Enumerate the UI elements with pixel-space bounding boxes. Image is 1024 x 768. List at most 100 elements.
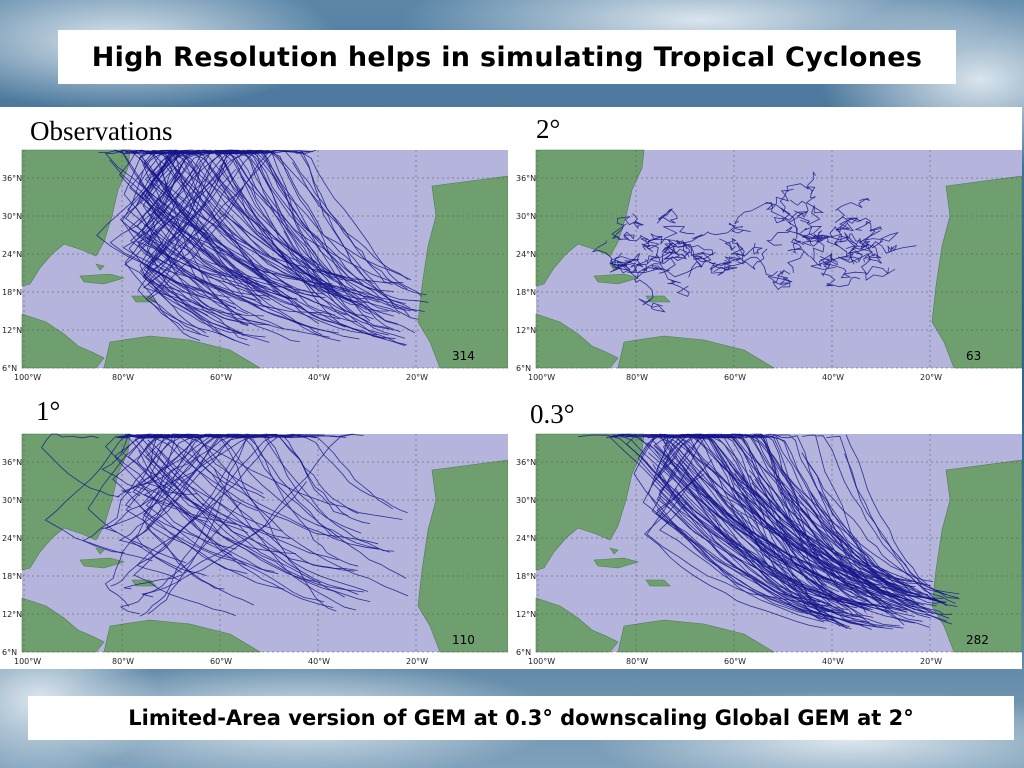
track-line xyxy=(160,229,284,329)
track-line xyxy=(242,150,393,286)
panel-label-1deg: 1° xyxy=(36,396,61,426)
track-line xyxy=(146,169,270,343)
track-line xyxy=(285,150,408,290)
track-line xyxy=(124,215,270,326)
track-line xyxy=(82,433,232,553)
track-line xyxy=(806,459,921,596)
track-count: 314 xyxy=(452,349,475,363)
track-line xyxy=(142,195,250,346)
track-line xyxy=(812,510,934,615)
land-mass xyxy=(417,175,508,369)
track-line xyxy=(659,434,831,605)
lat-tick-label: 36°N xyxy=(2,458,22,467)
track-line xyxy=(191,448,358,571)
track-line xyxy=(781,482,948,622)
track-line xyxy=(139,149,234,334)
track-line xyxy=(743,248,778,277)
lat-tick-label: 6°N xyxy=(2,648,17,657)
track-line xyxy=(661,512,825,623)
track-line xyxy=(41,433,120,498)
land-mass xyxy=(535,149,645,287)
land-mass xyxy=(103,619,262,653)
track-line xyxy=(121,170,244,323)
track-line xyxy=(727,434,915,605)
track-line xyxy=(146,150,262,302)
track-line xyxy=(192,150,345,293)
track-line xyxy=(697,434,908,594)
track-line xyxy=(645,434,886,595)
lon-tick-label: 60°W xyxy=(724,373,746,382)
footer-caption: Limited-Area version of GEM at 0.3° down… xyxy=(128,706,914,730)
land-mass xyxy=(593,557,640,569)
lat-tick-label: 12°N xyxy=(2,610,22,619)
track-line xyxy=(652,464,841,603)
lat-tick-label: 36°N xyxy=(2,174,22,183)
lon-tick-label: 80°W xyxy=(112,657,134,666)
track-line xyxy=(138,149,336,316)
track-line xyxy=(118,433,274,548)
page-title: High Resolution helps in simulating Trop… xyxy=(91,41,923,73)
track-line xyxy=(146,151,316,288)
track-line xyxy=(810,253,838,270)
track-line xyxy=(634,269,666,313)
track-line xyxy=(658,242,686,274)
track-line xyxy=(119,502,242,615)
track-line xyxy=(147,439,369,592)
land-mass xyxy=(417,459,508,653)
track-line xyxy=(713,242,764,273)
track-line xyxy=(655,459,830,619)
track-line xyxy=(647,434,864,606)
track-line xyxy=(800,186,825,224)
lon-tick-label: 60°W xyxy=(210,373,232,382)
track-line xyxy=(128,434,283,532)
track-line xyxy=(123,149,360,340)
track-line xyxy=(142,433,255,606)
lat-tick-label: 30°N xyxy=(516,212,536,221)
track-line xyxy=(148,448,371,602)
track-line xyxy=(612,433,836,583)
track-line xyxy=(756,434,938,605)
track-line xyxy=(142,433,277,566)
track-count: 63 xyxy=(966,349,981,363)
lat-tick-label: 24°N xyxy=(2,250,22,259)
lon-tick-label: 40°W xyxy=(822,657,844,666)
lat-tick-label: 36°N xyxy=(516,458,536,467)
track-line xyxy=(682,241,712,278)
track-line xyxy=(744,433,893,608)
track-line xyxy=(844,453,947,596)
track-line xyxy=(138,435,296,554)
lat-tick-label: 30°N xyxy=(516,496,536,505)
track-line xyxy=(845,241,917,254)
track-line xyxy=(611,213,644,241)
track-line xyxy=(220,150,342,295)
land-mass xyxy=(617,335,776,369)
land-mass xyxy=(593,273,640,285)
track-line xyxy=(787,238,810,273)
track-count: 282 xyxy=(966,633,989,647)
cyclone-tracks xyxy=(96,149,429,347)
land-mass xyxy=(617,619,776,653)
track-line xyxy=(752,434,914,608)
track-line xyxy=(161,489,325,603)
lon-tick-label: 60°W xyxy=(210,657,232,666)
track-line xyxy=(136,158,257,301)
track-line xyxy=(648,434,823,619)
title-box: High Resolution helps in simulating Trop… xyxy=(58,30,956,84)
cyclone-tracks xyxy=(592,170,917,313)
track-line xyxy=(141,209,249,315)
track-line xyxy=(717,461,829,622)
land-mass xyxy=(95,547,105,555)
lat-tick-label: 6°N xyxy=(516,648,531,657)
track-line xyxy=(740,512,838,613)
lon-tick-label: 20°W xyxy=(920,373,942,382)
track-line xyxy=(208,166,394,292)
track-line xyxy=(144,149,390,330)
track-line xyxy=(611,434,867,606)
track-line xyxy=(656,473,848,629)
track-line xyxy=(213,467,356,611)
lon-tick-label: 40°W xyxy=(308,657,330,666)
